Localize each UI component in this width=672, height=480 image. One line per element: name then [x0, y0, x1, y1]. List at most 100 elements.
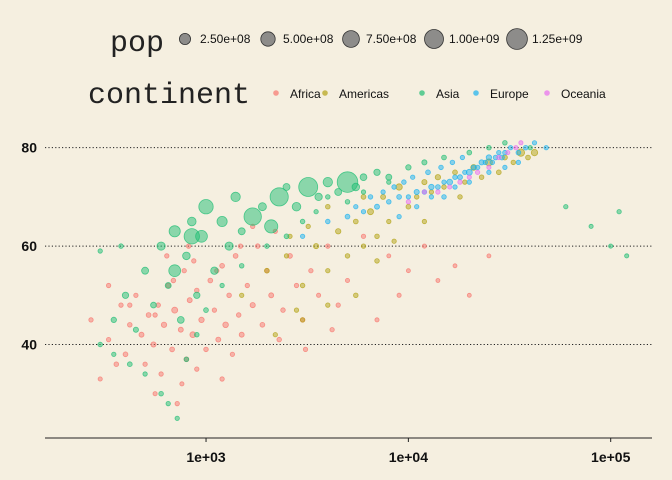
point-americas-15 — [405, 203, 412, 210]
point-africa-57 — [405, 268, 411, 274]
point-oceania-8 — [496, 154, 502, 161]
point-asia-58 — [219, 282, 225, 289]
point-africa-34 — [232, 253, 239, 259]
point-asia-47 — [118, 243, 124, 249]
point-europe-21 — [482, 159, 488, 165]
point-americas-40 — [325, 203, 331, 210]
point-europe-31 — [531, 140, 538, 146]
point-europe-22 — [485, 154, 492, 161]
point-asia-20 — [243, 207, 262, 226]
point-africa-75 — [194, 366, 200, 372]
point-africa-60 — [452, 263, 458, 269]
point-asia-69 — [183, 228, 200, 245]
point-americas-43 — [421, 218, 427, 225]
point-africa-55 — [386, 253, 392, 259]
point-americas-35 — [272, 332, 278, 338]
point-africa-35 — [235, 312, 242, 318]
point-africa-42 — [268, 292, 275, 299]
point-africa-0 — [88, 317, 94, 323]
point-africa-11 — [150, 341, 157, 348]
point-americas-34 — [353, 292, 359, 298]
point-africa-50 — [325, 243, 331, 249]
point-asia-67 — [386, 179, 392, 185]
point-asia-57 — [203, 307, 209, 313]
point-asia-60 — [264, 243, 270, 249]
point-americas-16 — [414, 194, 420, 200]
point-africa-33 — [229, 351, 235, 357]
point-asia-14 — [198, 199, 214, 215]
point-americas-39 — [360, 194, 367, 200]
point-asia-36 — [421, 159, 428, 166]
point-africa-7 — [133, 292, 139, 298]
y-tick-label: 80 — [21, 140, 37, 156]
point-asia-55 — [183, 356, 190, 362]
point-europe-23 — [489, 159, 495, 166]
point-asia-21 — [257, 202, 267, 212]
point-africa-14 — [160, 321, 168, 328]
point-europe-36 — [391, 184, 397, 190]
point-americas-41 — [305, 223, 311, 229]
point-oceania-9 — [505, 150, 511, 156]
point-americas-1 — [264, 267, 270, 274]
point-europe-5 — [386, 199, 392, 205]
size-legend-label: 1.00e+09 — [449, 32, 500, 46]
legend-key-asia — [419, 90, 425, 96]
point-africa-2 — [106, 336, 112, 343]
x-tick-label: 1e+05 — [591, 449, 631, 465]
point-americas-8 — [352, 218, 359, 225]
point-africa-70 — [276, 336, 282, 343]
point-oceania-10 — [513, 145, 519, 151]
point-africa-67 — [191, 258, 197, 264]
point-asia-52 — [158, 391, 164, 397]
point-europe-19 — [474, 164, 481, 171]
point-oceania-4 — [457, 179, 463, 185]
point-africa-52 — [344, 277, 350, 283]
point-americas-26 — [495, 169, 502, 176]
point-europe-17 — [465, 168, 473, 176]
point-africa-6 — [127, 322, 133, 328]
point-asia-65 — [344, 199, 351, 205]
point-africa-65 — [152, 312, 158, 318]
point-asia-16 — [216, 215, 228, 227]
point-asia-32 — [359, 173, 368, 182]
point-europe-29 — [515, 149, 522, 156]
point-asia-0 — [97, 341, 103, 348]
legend-label-europe: Europe — [490, 87, 529, 101]
point-africa-73 — [152, 391, 158, 397]
point-africa-46 — [293, 282, 300, 289]
point-asia-15 — [210, 266, 219, 275]
point-americas-31 — [530, 149, 539, 157]
point-africa-54 — [374, 317, 380, 323]
point-africa-61 — [466, 292, 472, 298]
point-asia-26 — [298, 177, 319, 197]
point-africa-48 — [308, 268, 314, 274]
point-asia-46 — [624, 253, 630, 259]
point-africa-32 — [226, 292, 232, 298]
point-oceania-11 — [518, 140, 524, 146]
legend-label-asia: Asia — [436, 87, 460, 101]
size-legend-key — [178, 33, 191, 46]
point-europe-0 — [299, 233, 306, 239]
legend-label-oceania: Oceania — [561, 87, 606, 101]
point-africa-19 — [177, 326, 184, 333]
point-asia-3 — [132, 326, 139, 333]
point-americas-36 — [293, 307, 300, 313]
point-africa-36 — [238, 331, 245, 338]
point-oceania-7 — [486, 164, 492, 170]
point-asia-8 — [168, 225, 181, 238]
point-asia-61 — [283, 233, 290, 240]
point-africa-26 — [203, 346, 209, 353]
point-americas-3 — [299, 282, 306, 289]
point-africa-8 — [138, 331, 145, 338]
size-legend-key — [506, 28, 528, 50]
point-europe-6 — [396, 194, 402, 200]
point-africa-62 — [486, 253, 492, 259]
y-tick-label: 40 — [21, 337, 37, 353]
point-asia-51 — [142, 371, 148, 377]
point-asia-56 — [194, 332, 200, 338]
point-asia-23 — [269, 187, 289, 207]
point-asia-4 — [141, 266, 150, 275]
point-asia-33 — [373, 168, 381, 176]
point-europe-39 — [425, 169, 431, 176]
